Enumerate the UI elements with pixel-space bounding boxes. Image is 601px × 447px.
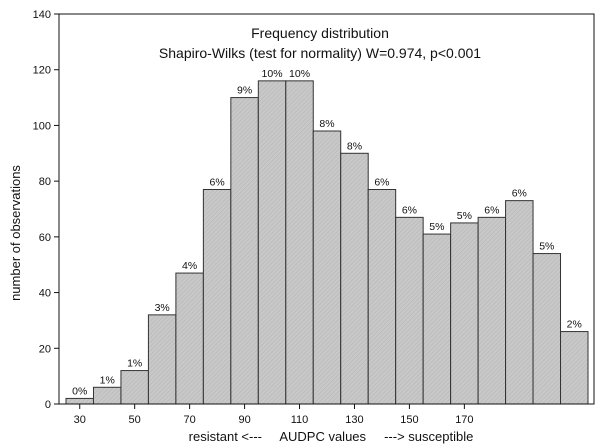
histogram-bar <box>395 216 424 405</box>
histogram-bar <box>257 80 287 405</box>
bar-percent-label: 1% <box>127 358 142 370</box>
histogram-bar <box>202 189 232 405</box>
bar-percent-label: 4% <box>182 260 197 272</box>
y-tick-label: 20 <box>39 343 51 355</box>
y-tick-label: 100 <box>33 120 51 132</box>
histogram-bar <box>477 216 507 405</box>
y-axis-label: number of observations <box>8 165 23 301</box>
histogram-bar <box>505 200 534 405</box>
histogram-bar <box>340 152 369 405</box>
histogram-bar <box>285 80 314 405</box>
bar-percent-label: 0% <box>72 385 87 397</box>
x-tick-label: 170 <box>455 414 473 426</box>
bar-percent-label: 10% <box>289 68 310 80</box>
histogram-bar <box>92 386 122 405</box>
bar-percent-label: 5% <box>429 221 444 233</box>
bar-percent-label: 8% <box>347 140 362 152</box>
y-tick-label: 80 <box>39 176 51 188</box>
histogram-bar <box>560 331 589 405</box>
chart-subtitle: Shapiro-Wilks (test for normality) W=0.9… <box>159 45 481 61</box>
histogram-bar <box>65 397 94 405</box>
bar-percent-label: 2% <box>567 319 582 331</box>
x-tick-label: 90 <box>238 414 250 426</box>
bar-percent-label: 1% <box>100 374 115 386</box>
histogram-bar <box>312 130 342 405</box>
bar-percent-label: 6% <box>402 204 417 216</box>
histogram-bar <box>532 253 562 405</box>
x-tick-label: 30 <box>74 414 86 426</box>
x-tick-label: 50 <box>129 414 141 426</box>
histogram-bar <box>230 97 259 405</box>
plot-area: 0% 1% 1% 3% 4% 6% 9% 10% 10% 8% 8% 6% 6% 5% 5% 6% 6% 5% 2%… <box>33 9 595 426</box>
bar-percent-label: 3% <box>155 302 170 314</box>
x-tick-label: 110 <box>291 414 309 426</box>
bar-percent-label: 9% <box>237 85 252 97</box>
histogram-bar <box>450 222 479 405</box>
histogram-bar <box>175 272 204 405</box>
x-tick-label: 70 <box>184 414 196 426</box>
bar-percent-label: 6% <box>512 188 527 200</box>
y-tick-label: 140 <box>33 9 51 21</box>
histogram-bar <box>422 233 452 405</box>
bar-percent-label: 10% <box>262 68 283 80</box>
bar-percent-label: 6% <box>484 204 499 216</box>
x-tick-label: 130 <box>345 414 363 426</box>
bar-percent-label: 5% <box>539 241 554 253</box>
y-tick-label: 0 <box>45 399 51 411</box>
bar-percent-label: 8% <box>319 118 334 130</box>
chart-title: Frequency distribution <box>251 25 389 41</box>
y-tick-label: 60 <box>39 232 51 244</box>
bar-percent-label: 6% <box>374 177 389 189</box>
y-tick-label: 40 <box>39 288 51 300</box>
plot-frame <box>58 13 595 405</box>
histogram-bar <box>367 189 397 405</box>
bar-percent-label: 5% <box>457 210 472 222</box>
y-tick-label: 120 <box>33 65 51 77</box>
x-axis-label: resistant <--- AUDPC values ---> suscept… <box>189 429 474 444</box>
histogram-bar <box>147 314 177 405</box>
x-tick-label: 150 <box>400 414 418 426</box>
bar-percent-label: 6% <box>210 177 225 189</box>
histogram-bar <box>120 370 149 405</box>
